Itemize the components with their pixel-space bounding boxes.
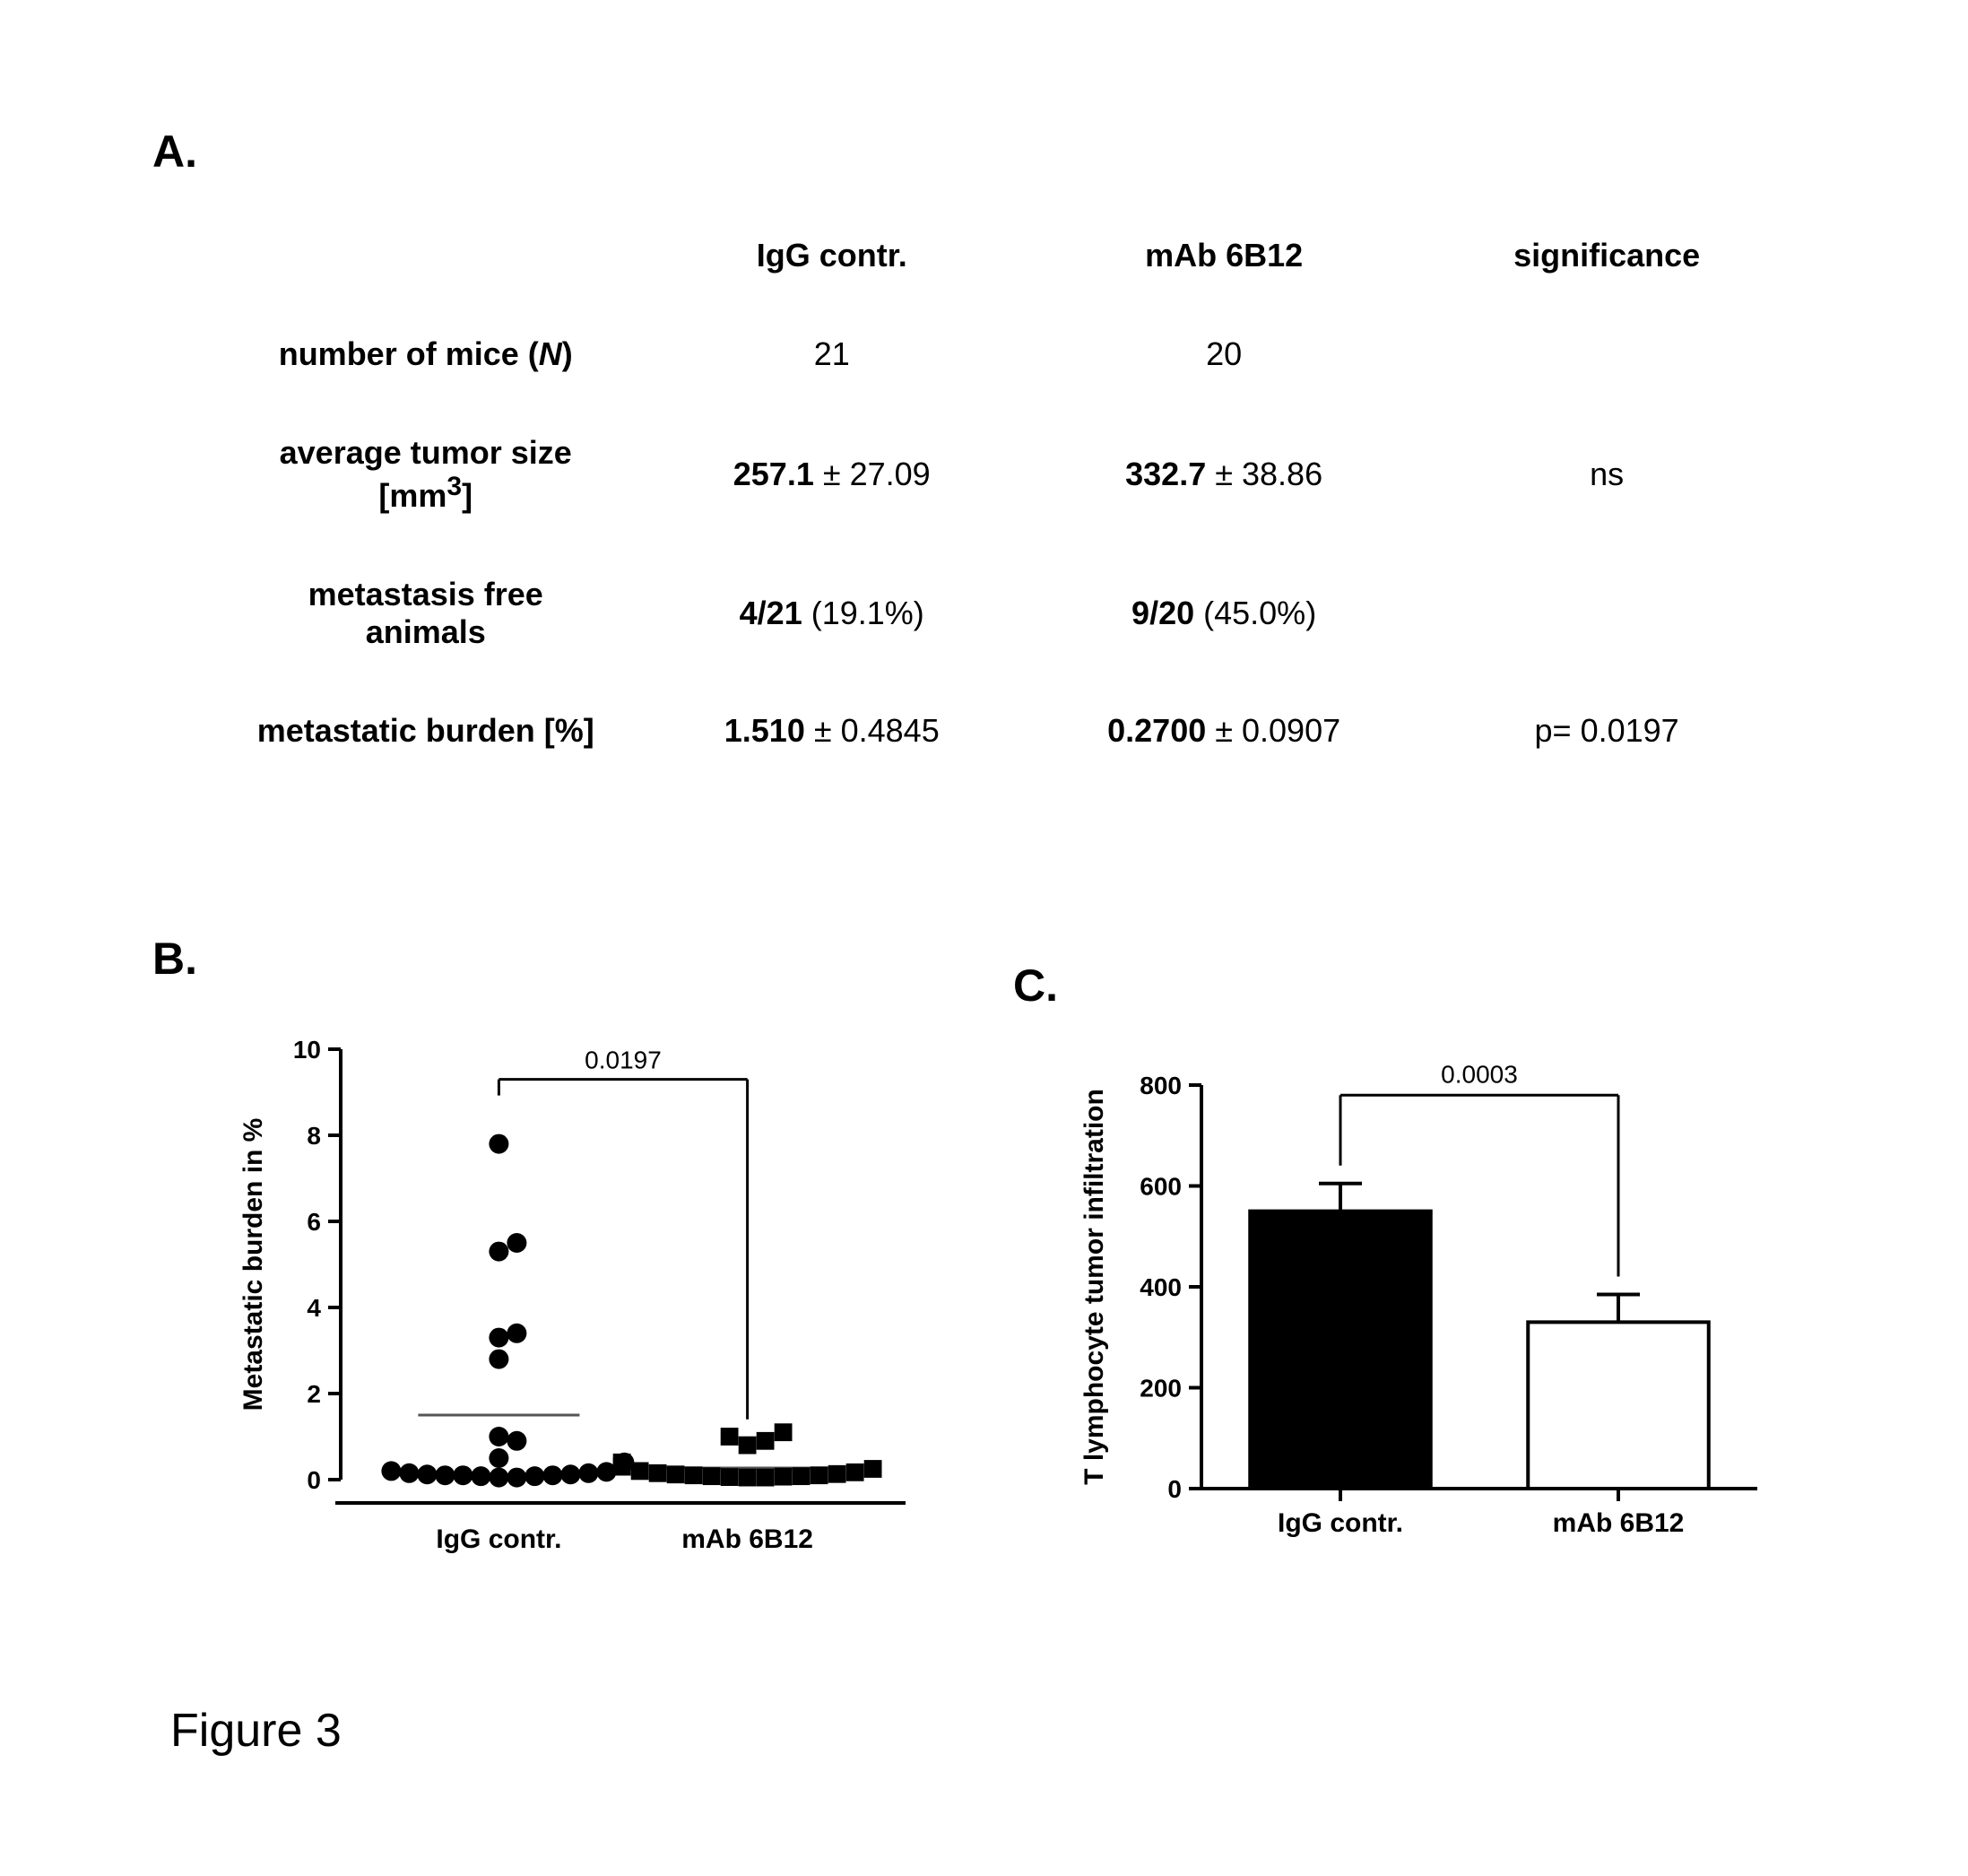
table-header-blank (206, 206, 645, 305)
panel-b-chart: 0 2 4 6 8 10 Metastatic burden in % IgG contr. m… (233, 1022, 932, 1578)
svg-text:T lymphocyte tumor infiltratio: T lymphocyte tumor infiltration (1079, 1089, 1109, 1485)
cell: 332.7 ± 38.86 (1019, 404, 1429, 545)
table-row: number of mice (N) 21 20 (206, 305, 1784, 404)
svg-text:0.0003: 0.0003 (1441, 1060, 1518, 1088)
svg-text:2: 2 (307, 1380, 321, 1408)
svg-text:IgG contr.: IgG contr. (1278, 1508, 1403, 1538)
svg-text:0.0197: 0.0197 (585, 1047, 662, 1074)
panel-c-chart: 0 200 400 600 800 T lymphocyte tumor infiltra… (1067, 1058, 1784, 1560)
svg-text:mAb 6B12: mAb 6B12 (1553, 1508, 1685, 1538)
svg-text:6: 6 (307, 1208, 321, 1236)
cell: 9/20 (45.0%) (1019, 545, 1429, 682)
panel-b-svg: 0 2 4 6 8 10 Metastatic burden in % IgG contr. m… (233, 1022, 932, 1578)
svg-text:200: 200 (1140, 1375, 1182, 1403)
table-header-igg: IgG contr. (645, 206, 1019, 305)
svg-text:400: 400 (1140, 1273, 1182, 1301)
svg-text:0: 0 (307, 1466, 321, 1494)
panel-label-c: C. (1013, 960, 1058, 1012)
cell: ns (1429, 404, 1784, 545)
svg-text:4: 4 (307, 1294, 321, 1322)
svg-text:600: 600 (1140, 1173, 1182, 1201)
row-label-metfree: metastasis freeanimals (206, 545, 645, 682)
row-label-metburden: metastatic burden [%] (206, 682, 645, 780)
svg-text:mAb 6B12: mAb 6B12 (681, 1524, 813, 1554)
cell (1429, 545, 1784, 682)
cell: 257.1 ± 27.09 (645, 404, 1019, 545)
cell: 21 (645, 305, 1019, 404)
cell: 20 (1019, 305, 1429, 404)
panel-a-table-wrap: IgG contr. mAb 6B12 significance number … (206, 206, 1784, 780)
svg-text:Metastatic burden in %: Metastatic burden in % (238, 1118, 268, 1411)
panel-label-a: A. (152, 126, 197, 178)
row-label-nmice: number of mice (N) (206, 305, 645, 404)
figure-page: A. B. C. IgG contr. mAb 6B12 significanc… (0, 0, 1968, 1876)
panel-a-table: IgG contr. mAb 6B12 significance number … (206, 206, 1784, 780)
svg-text:IgG contr.: IgG contr. (436, 1524, 561, 1554)
table-row: average tumor size[mm3] 257.1 ± 27.09 33… (206, 404, 1784, 545)
table-row: metastatic burden [%] 1.510 ± 0.4845 0.2… (206, 682, 1784, 780)
table-row: metastasis freeanimals 4/21 (19.1%) 9/20… (206, 545, 1784, 682)
cell (1429, 305, 1784, 404)
panel-c-svg: 0 200 400 600 800 T lymphocyte tumor infiltra… (1067, 1058, 1784, 1560)
cell: 1.510 ± 0.4845 (645, 682, 1019, 780)
cell: 0.2700 ± 0.0907 (1019, 682, 1429, 780)
svg-text:800: 800 (1140, 1072, 1182, 1099)
cell: 4/21 (19.1%) (645, 545, 1019, 682)
figure-caption: Figure 3 (170, 1704, 342, 1758)
panel-label-b: B. (152, 933, 197, 985)
table-header-sig: significance (1429, 206, 1784, 305)
svg-text:10: 10 (293, 1036, 321, 1064)
svg-text:0: 0 (1167, 1475, 1182, 1503)
svg-text:8: 8 (307, 1122, 321, 1150)
cell: p= 0.0197 (1429, 682, 1784, 780)
row-label-tumor: average tumor size[mm3] (206, 404, 645, 545)
table-header-row: IgG contr. mAb 6B12 significance (206, 206, 1784, 305)
table-header-mab: mAb 6B12 (1019, 206, 1429, 305)
